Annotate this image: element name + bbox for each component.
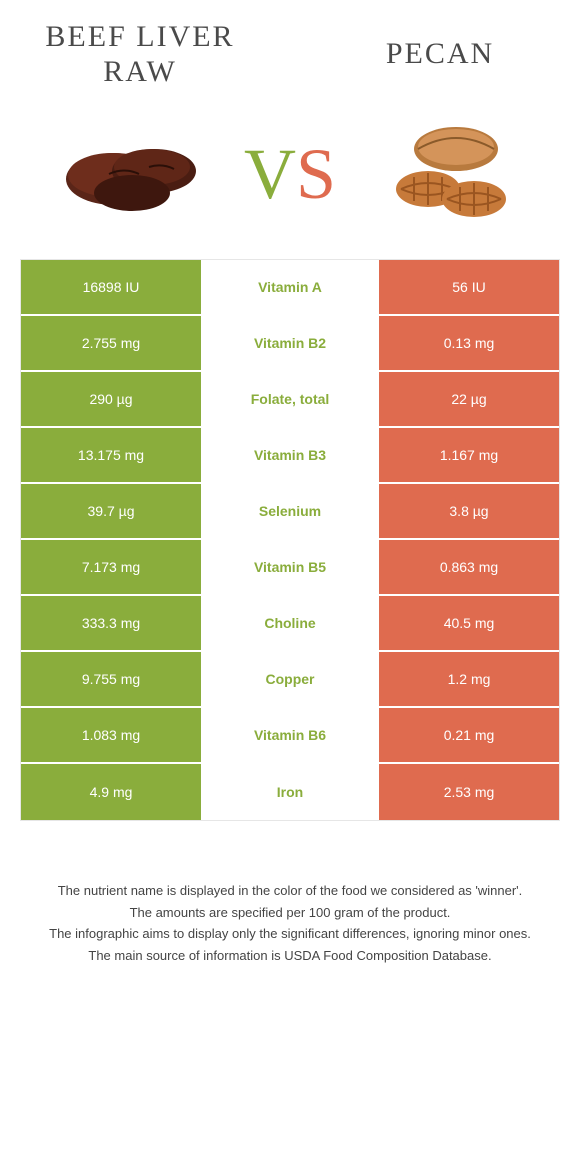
table-row: 9.755 mgCopper1.2 mg xyxy=(21,652,559,708)
table-row: 333.3 mgCholine40.5 mg xyxy=(21,596,559,652)
food-title-left: Beef Liver Raw xyxy=(40,20,240,89)
left-value-cell: 1.083 mg xyxy=(21,708,201,762)
footnote-line: The infographic aims to display only the… xyxy=(30,924,550,944)
table-row: 4.9 mgIron2.53 mg xyxy=(21,764,559,820)
table-row: 7.173 mgVitamin B50.863 mg xyxy=(21,540,559,596)
table-row: 1.083 mgVitamin B60.21 mg xyxy=(21,708,559,764)
left-value-cell: 39.7 µg xyxy=(21,484,201,538)
left-value-cell: 4.9 mg xyxy=(21,764,201,820)
right-value-cell: 2.53 mg xyxy=(379,764,559,820)
header: Beef Liver Raw Pecan xyxy=(0,0,580,119)
nutrient-name-cell: Vitamin B5 xyxy=(201,540,379,594)
nutrient-name-cell: Vitamin A xyxy=(201,260,379,314)
images-row: VS xyxy=(0,119,580,259)
left-value-cell: 9.755 mg xyxy=(21,652,201,706)
left-value-cell: 290 µg xyxy=(21,372,201,426)
left-value-cell: 16898 IU xyxy=(21,260,201,314)
nutrient-name-cell: Selenium xyxy=(201,484,379,538)
vs-v: V xyxy=(244,134,296,214)
table-row: 39.7 µgSelenium3.8 µg xyxy=(21,484,559,540)
food-image-left xyxy=(54,119,224,229)
vs-label: VS xyxy=(244,133,336,216)
right-value-cell: 0.21 mg xyxy=(379,708,559,762)
right-value-cell: 0.13 mg xyxy=(379,316,559,370)
nutrient-name-cell: Choline xyxy=(201,596,379,650)
nutrient-name-cell: Iron xyxy=(201,764,379,820)
right-value-cell: 0.863 mg xyxy=(379,540,559,594)
vs-s: S xyxy=(296,134,336,214)
footnote-line: The main source of information is USDA F… xyxy=(30,946,550,966)
left-value-cell: 333.3 mg xyxy=(21,596,201,650)
right-value-cell: 22 µg xyxy=(379,372,559,426)
food-image-right xyxy=(356,119,526,229)
footnotes: The nutrient name is displayed in the co… xyxy=(30,881,550,965)
food-title-right: Pecan xyxy=(340,37,540,72)
nutrient-name-cell: Folate, total xyxy=(201,372,379,426)
table-row: 16898 IUVitamin A56 IU xyxy=(21,260,559,316)
right-value-cell: 3.8 µg xyxy=(379,484,559,538)
footnote-line: The amounts are specified per 100 gram o… xyxy=(30,903,550,923)
right-value-cell: 1.167 mg xyxy=(379,428,559,482)
left-value-cell: 13.175 mg xyxy=(21,428,201,482)
right-value-cell: 40.5 mg xyxy=(379,596,559,650)
nutrient-comparison-table: 16898 IUVitamin A56 IU2.755 mgVitamin B2… xyxy=(20,259,560,821)
nutrient-name-cell: Vitamin B2 xyxy=(201,316,379,370)
nutrient-name-cell: Vitamin B3 xyxy=(201,428,379,482)
table-row: 13.175 mgVitamin B31.167 mg xyxy=(21,428,559,484)
table-row: 290 µgFolate, total22 µg xyxy=(21,372,559,428)
right-value-cell: 1.2 mg xyxy=(379,652,559,706)
left-value-cell: 7.173 mg xyxy=(21,540,201,594)
left-value-cell: 2.755 mg xyxy=(21,316,201,370)
nutrient-name-cell: Vitamin B6 xyxy=(201,708,379,762)
footnote-line: The nutrient name is displayed in the co… xyxy=(30,881,550,901)
right-value-cell: 56 IU xyxy=(379,260,559,314)
nutrient-name-cell: Copper xyxy=(201,652,379,706)
table-row: 2.755 mgVitamin B20.13 mg xyxy=(21,316,559,372)
